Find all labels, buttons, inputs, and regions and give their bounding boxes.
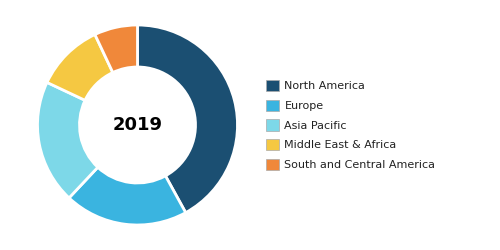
Legend: North America, Europe, Asia Pacific, Middle East & Africa, South and Central Ame: North America, Europe, Asia Pacific, Mid… xyxy=(266,80,436,170)
Wedge shape xyxy=(47,34,113,100)
Wedge shape xyxy=(38,82,98,198)
Text: 2019: 2019 xyxy=(112,116,162,134)
Wedge shape xyxy=(69,167,186,225)
Wedge shape xyxy=(138,25,237,213)
Wedge shape xyxy=(95,25,138,72)
